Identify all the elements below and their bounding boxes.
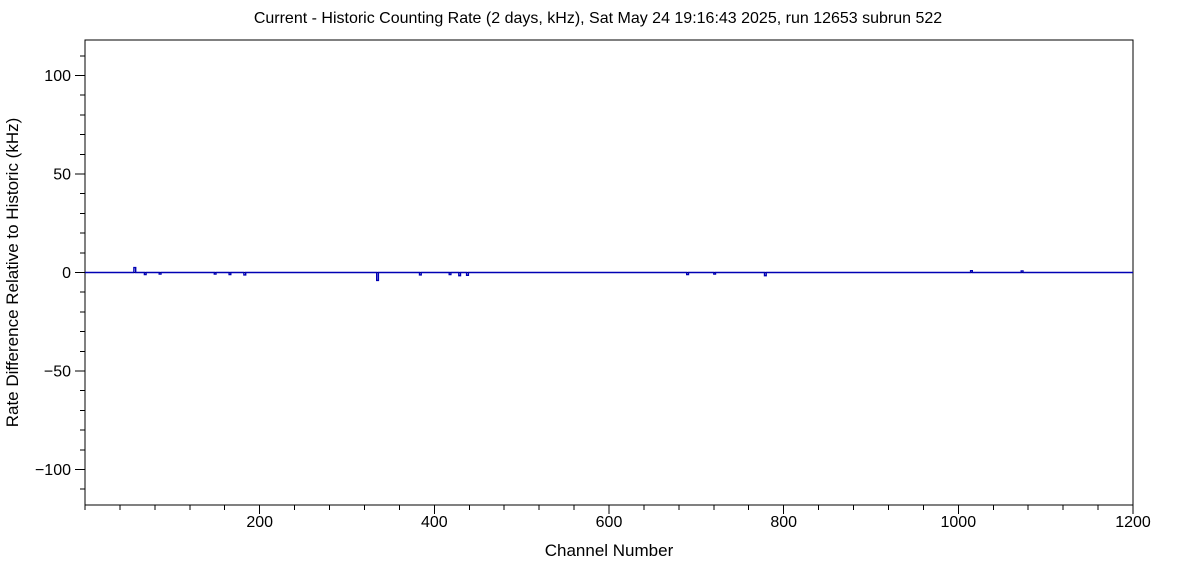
- y-axis-title: Rate Difference Relative to Historic (kH…: [3, 118, 22, 428]
- axis-tick-labels: 200 400 600 800 1000 1200 −100 −50 0 50 100: [35, 68, 1151, 531]
- axis-ticks: [75, 55, 1134, 514]
- data-series: [85, 266, 1133, 282]
- x-tick-label: 1000: [941, 514, 977, 531]
- y-tick-label: 100: [44, 68, 71, 85]
- x-tick-label: 1200: [1115, 514, 1151, 531]
- x-tick-label: 600: [596, 514, 623, 531]
- x-axis-title: Channel Number: [545, 541, 674, 560]
- y-tick-label: −50: [44, 364, 71, 381]
- chart-title: Current - Historic Counting Rate (2 days…: [254, 10, 942, 27]
- y-tick-label: −100: [35, 462, 71, 479]
- x-tick-label: 200: [246, 514, 273, 531]
- x-tick-label: 400: [421, 514, 448, 531]
- series-line: [85, 266, 1133, 282]
- y-tick-label: 0: [62, 265, 71, 282]
- x-tick-label: 800: [770, 514, 797, 531]
- y-tick-label: 50: [53, 167, 71, 184]
